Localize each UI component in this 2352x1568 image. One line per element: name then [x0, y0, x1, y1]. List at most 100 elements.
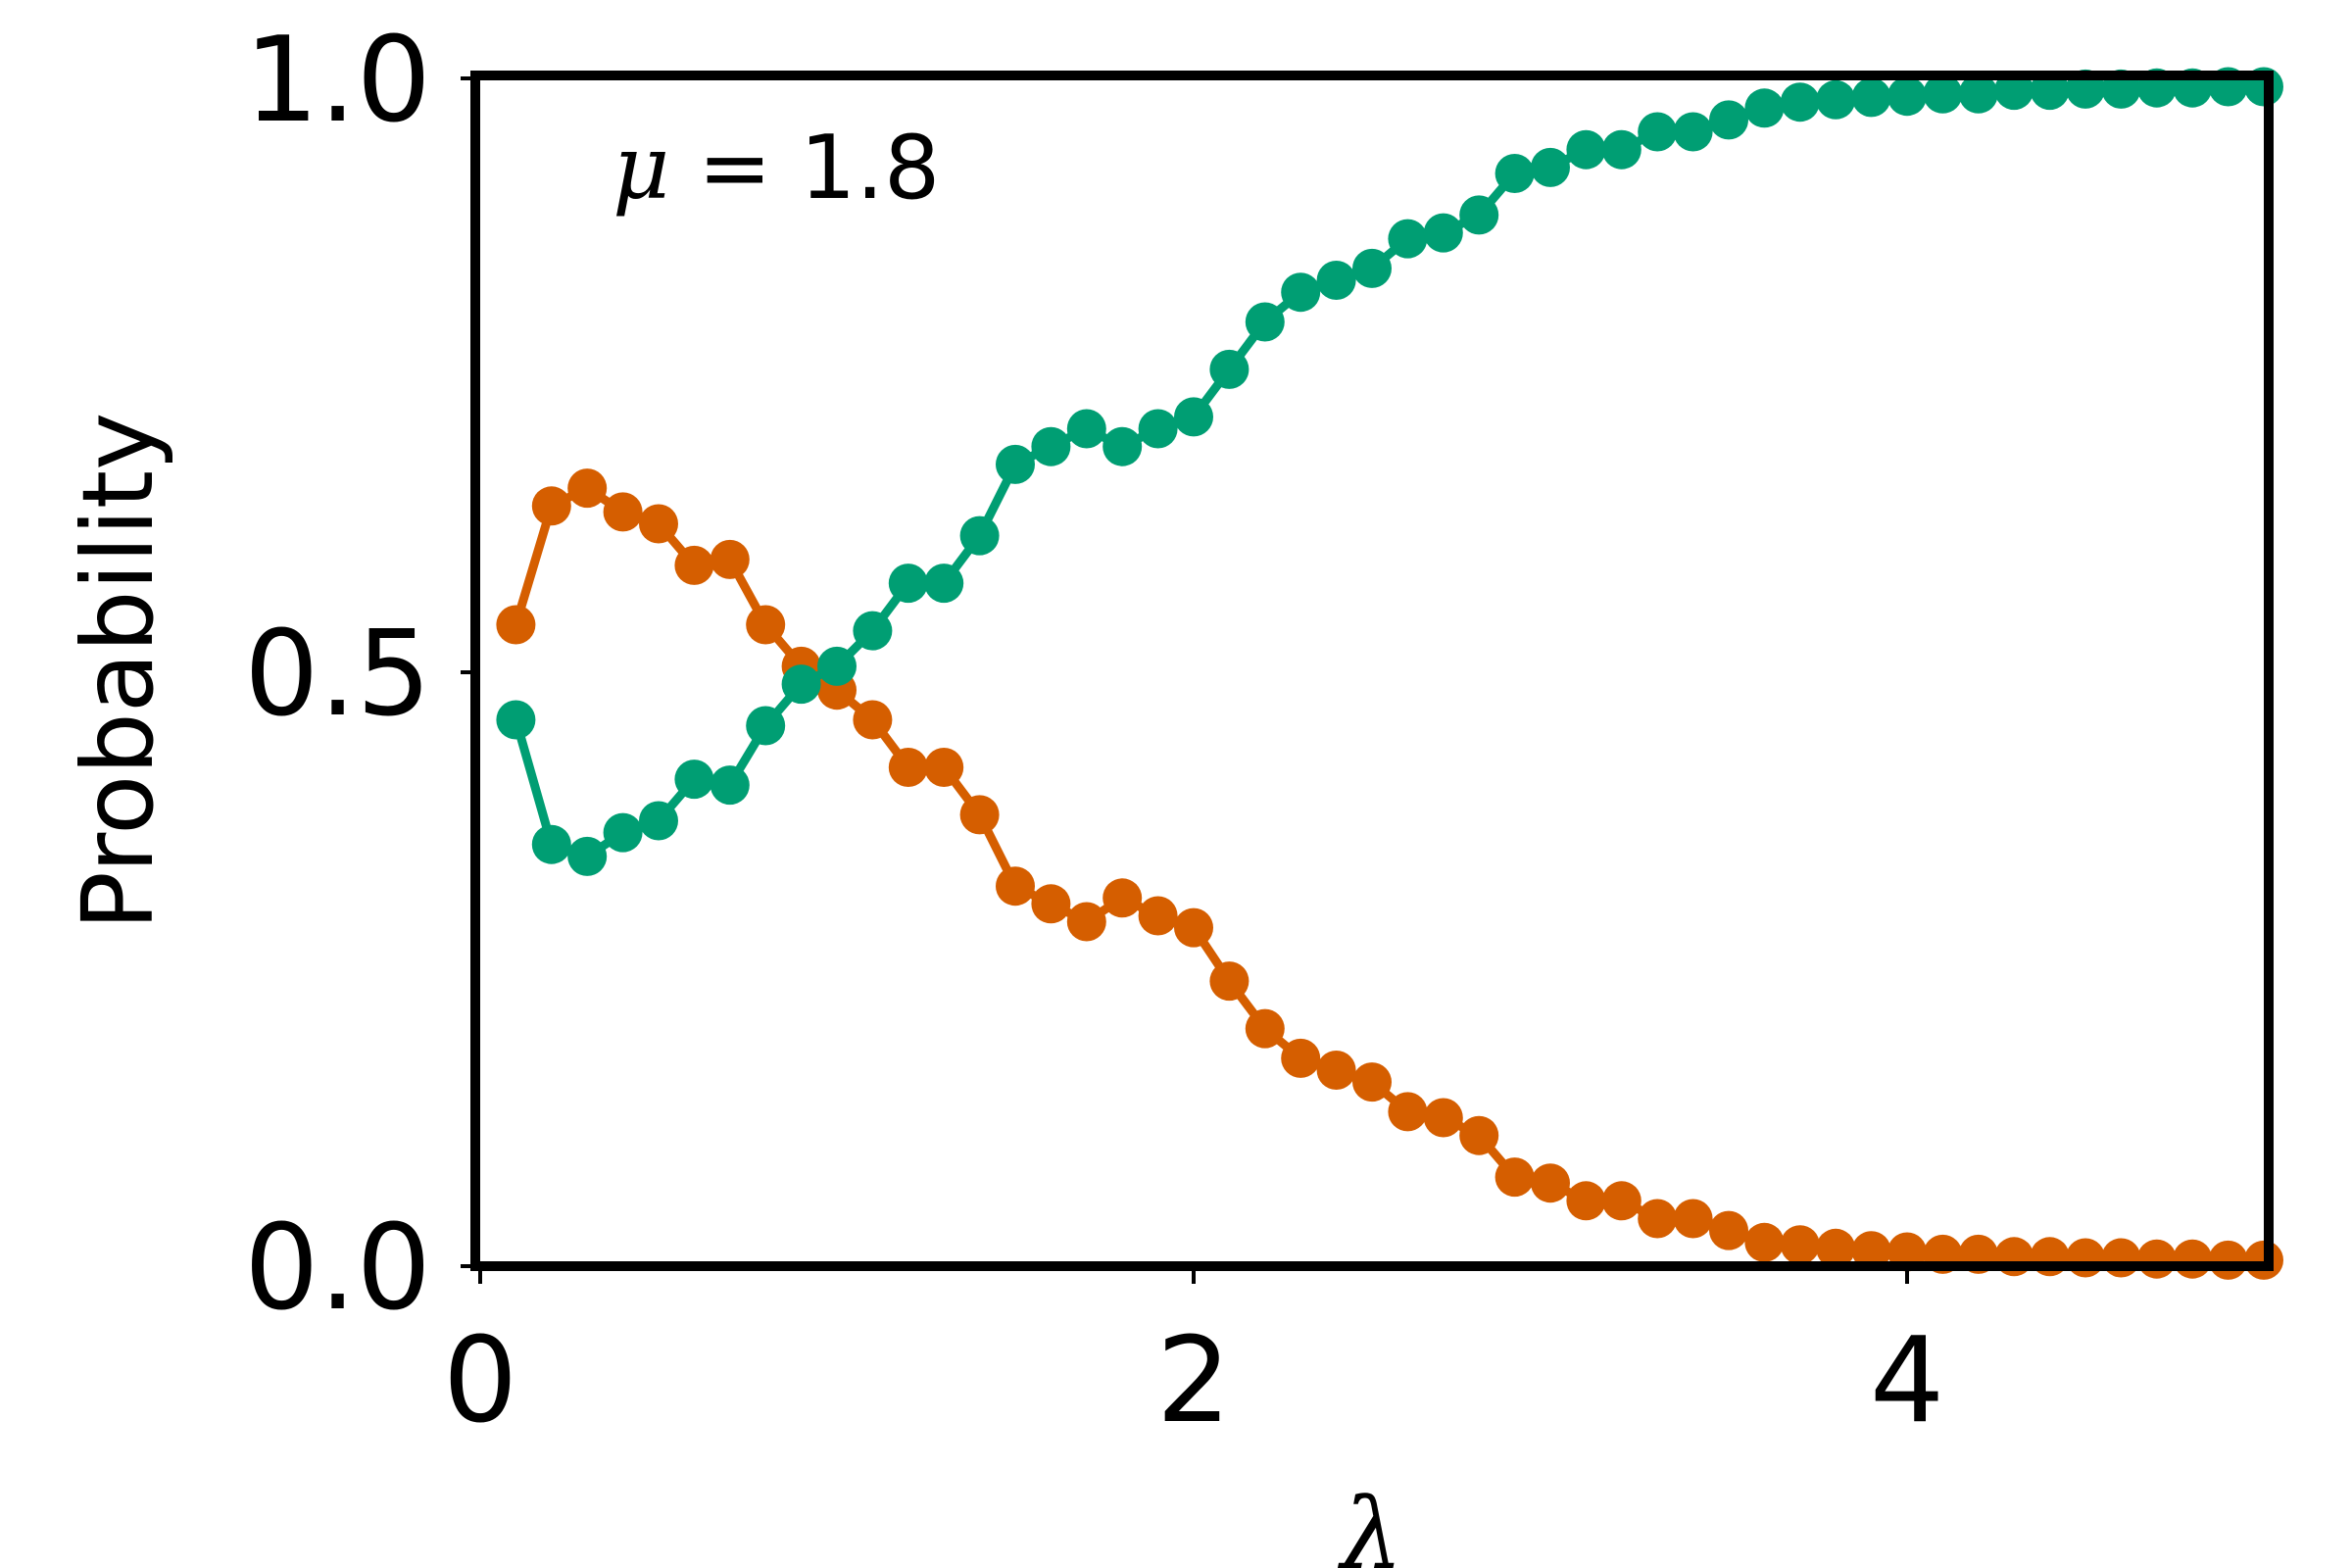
series-0-point [1531, 1163, 1570, 1203]
series-1-point [1423, 213, 1463, 253]
series-0-point [639, 504, 678, 544]
series-1-point [1744, 88, 1785, 128]
series-0-point [746, 605, 786, 645]
y-tick-label: 0.5 [244, 607, 431, 743]
series-0-point [2136, 1239, 2177, 1279]
series-0-point [710, 539, 750, 579]
series-0-point [1566, 1181, 1606, 1221]
series-0-point [2066, 1238, 2105, 1278]
series-1-point [1958, 74, 1998, 114]
y-tick-label: 1.0 [244, 13, 431, 149]
series-1-point [746, 706, 786, 746]
x-tick-label: 0 [443, 1313, 517, 1449]
series-0-point [1816, 1228, 1856, 1268]
series-1-point [1673, 112, 1713, 152]
series-1-point [1566, 129, 1606, 170]
series-0-point [1423, 1098, 1463, 1138]
series-0-point [1494, 1157, 1535, 1198]
series-0 [496, 468, 2283, 1280]
series-1-point [1388, 219, 1428, 259]
series-1-point [1638, 112, 1678, 152]
series-0-point [888, 748, 928, 787]
series-0-point [996, 866, 1035, 906]
series-0-point [1209, 961, 1250, 1002]
y-axis-label: Probability [61, 413, 175, 931]
series-0-point [1638, 1199, 1678, 1239]
series-1-point [888, 564, 928, 604]
series-0-point [924, 748, 964, 787]
series-0-point [959, 795, 1000, 835]
series-0-point [1388, 1092, 1428, 1132]
series-layer [496, 67, 2283, 1280]
series-1-point [1531, 147, 1570, 187]
series-0-point [1102, 878, 1143, 918]
series-1-point [496, 700, 536, 740]
series-0-point [603, 492, 643, 532]
axes-layer: 0 2 4 0.0 0.5 1.0 [244, 13, 1944, 1449]
series-1-point [603, 812, 643, 853]
series-1-point [1851, 77, 1891, 118]
series-1-point [1352, 248, 1392, 288]
series-1-point [853, 611, 893, 651]
series-1-point [674, 760, 714, 800]
series-1-point [1780, 82, 1820, 122]
series-0-point [1281, 1038, 1321, 1078]
series-1-point [1209, 349, 1250, 389]
series-1-point [1816, 79, 1856, 120]
series-1-point [2030, 71, 2070, 111]
series-1-point [1174, 397, 1213, 437]
series-1-point [996, 444, 1035, 484]
series-1-point [1031, 426, 1071, 466]
series-0-point [1174, 907, 1213, 948]
series-1-point [531, 824, 571, 864]
series-0-point [496, 605, 536, 645]
series-0-point [567, 468, 608, 509]
series-1-point [1494, 154, 1535, 193]
series-1-point [1281, 272, 1321, 313]
series-0-point [1459, 1115, 1499, 1155]
series-0-point [2173, 1239, 2213, 1279]
series-1-point [639, 801, 678, 841]
series-1-point [1923, 74, 1963, 114]
series-1-point [1709, 100, 1748, 140]
series-1-point [924, 564, 964, 604]
x-tick-label: 4 [1870, 1313, 1944, 1449]
series-1-point [817, 646, 857, 686]
series-0-point [1138, 896, 1178, 936]
series-0-point [1851, 1231, 1891, 1271]
series-0-point [1245, 1008, 1285, 1049]
series-1-point [1138, 409, 1178, 449]
series-1-point [1102, 426, 1143, 466]
series-0-point [1031, 884, 1071, 924]
series-1-point [1887, 76, 1927, 117]
series-1-point [959, 515, 1000, 556]
series-0-point [1673, 1199, 1713, 1239]
annotation-symbol: μ [612, 117, 670, 220]
annotation: μ = 1.8 [612, 117, 940, 220]
series-1-point [1994, 71, 2034, 111]
series-1-point [710, 765, 750, 806]
series-1-point [1459, 195, 1499, 235]
series-0-point [531, 486, 571, 526]
series-1-point [1245, 302, 1285, 342]
x-tick-label: 2 [1156, 1313, 1231, 1449]
annotation-text: = 1.8 [670, 117, 941, 220]
series-0-point [674, 545, 714, 585]
series-0-point [1744, 1222, 1785, 1262]
series-0-line [512, 483, 2264, 1265]
series-0-point [1352, 1062, 1392, 1102]
series-1-point [1316, 261, 1356, 300]
series-0-point [853, 700, 893, 740]
series-0-point [2101, 1238, 2141, 1278]
series-1-point [1601, 129, 1642, 170]
series-0-point [1601, 1181, 1642, 1221]
series-0-point [1709, 1210, 1748, 1250]
y-tick-label: 0.0 [244, 1200, 431, 1337]
series-1-point [1066, 409, 1106, 449]
x-axis-label: λ [1337, 1477, 1402, 1568]
series-0-point [2208, 1240, 2248, 1280]
series-0-point [1066, 902, 1106, 942]
series-1-point [781, 664, 821, 705]
series-0-point [1316, 1051, 1356, 1090]
